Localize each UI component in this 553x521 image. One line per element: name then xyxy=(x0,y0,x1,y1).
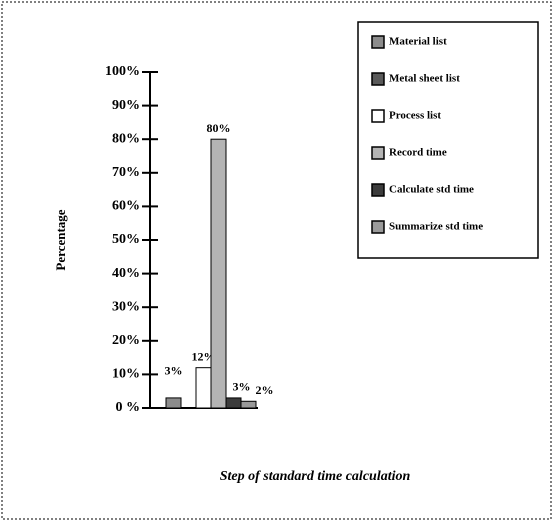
bar xyxy=(166,398,181,408)
legend-label: Metal sheet list xyxy=(389,73,460,85)
y-tick-label: 90% xyxy=(112,98,140,113)
y-tick-label: 0 % xyxy=(116,400,141,415)
legend-label: Process list xyxy=(389,110,441,122)
y-tick-label: 60% xyxy=(112,199,140,214)
bar xyxy=(196,368,211,408)
screenshot: Percentage Step of standard time calcula… xyxy=(0,0,553,521)
y-tick-label: 30% xyxy=(112,299,140,314)
x-axis-label: Step of standard time calculation xyxy=(220,469,411,484)
y-tick-label: 50% xyxy=(112,232,140,247)
bar xyxy=(211,139,226,408)
y-tick-label: 100% xyxy=(105,64,140,79)
value-label: 2% xyxy=(256,383,274,397)
value-label: 3% xyxy=(233,380,251,394)
bar xyxy=(241,401,256,408)
legend-swatch xyxy=(372,184,384,196)
legend-label: Material list xyxy=(389,36,447,48)
legend-label: Summarize std time xyxy=(389,221,483,233)
y-tick-label: 20% xyxy=(112,333,140,348)
legend-swatch xyxy=(372,73,384,85)
value-label: 80% xyxy=(207,121,231,135)
legend-swatch xyxy=(372,36,384,48)
chart: Percentage Step of standard time calcula… xyxy=(0,0,553,521)
legend-swatch xyxy=(372,221,384,233)
bar xyxy=(226,398,241,408)
y-tick-label: 80% xyxy=(112,131,140,146)
value-label: 3% xyxy=(165,364,183,378)
legend-label: Record time xyxy=(389,147,447,159)
y-tick-label: 40% xyxy=(112,266,140,281)
legend-swatch xyxy=(372,147,384,159)
legend-swatch xyxy=(372,110,384,122)
legend-label: Calculate std time xyxy=(389,184,474,196)
y-axis-label: Percentage xyxy=(53,209,68,270)
y-tick-label: 10% xyxy=(112,367,140,382)
y-tick-label: 70% xyxy=(112,165,140,180)
